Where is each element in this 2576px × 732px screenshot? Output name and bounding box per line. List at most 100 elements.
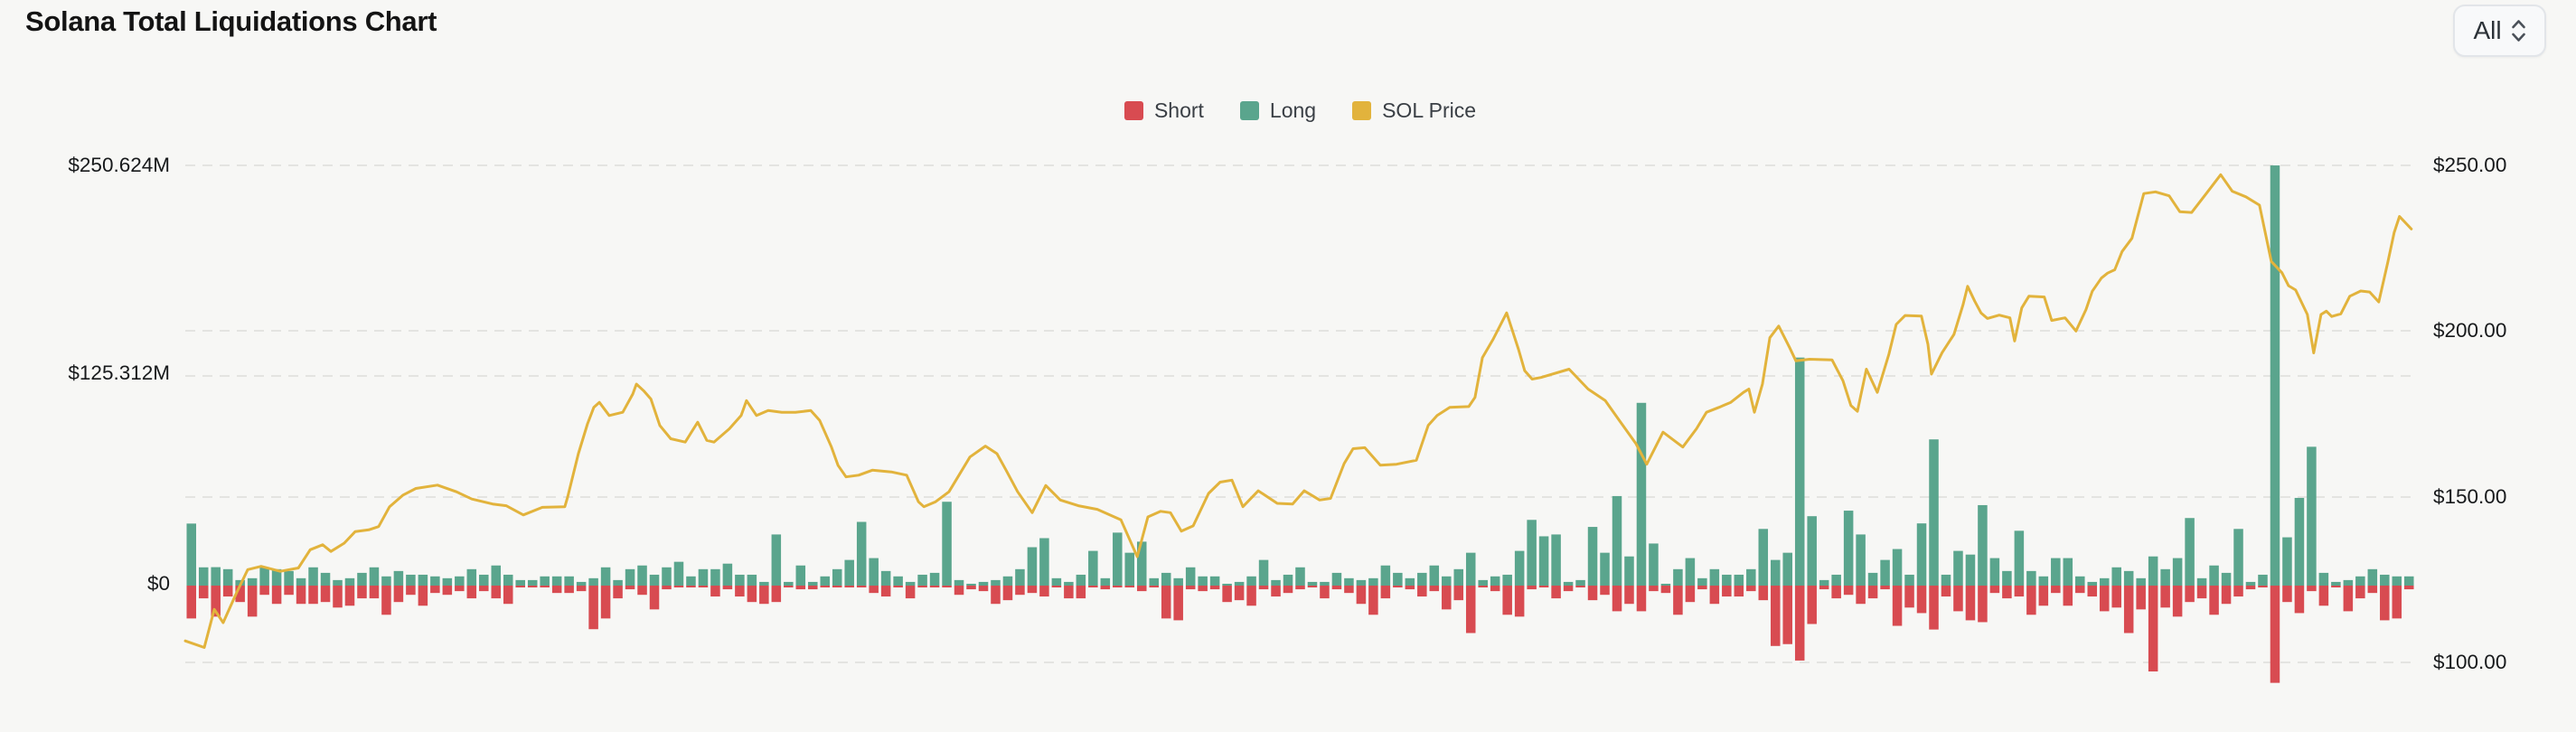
long-bar bbox=[1124, 552, 1135, 586]
up-down-chevron-icon bbox=[2511, 20, 2525, 42]
short-bar bbox=[540, 586, 550, 588]
short-bar bbox=[381, 586, 391, 615]
long-bar bbox=[2172, 558, 2183, 586]
short-bar bbox=[1819, 586, 1829, 590]
short-bar bbox=[1587, 586, 1598, 601]
long-bar bbox=[1904, 574, 1914, 586]
short-bar bbox=[1405, 586, 1415, 590]
short-bar bbox=[333, 586, 343, 608]
time-range-dropdown[interactable]: All bbox=[2453, 5, 2546, 57]
long-bar bbox=[2087, 581, 2098, 586]
long-bar bbox=[2221, 572, 2232, 586]
long-bar bbox=[1027, 547, 1038, 586]
long-bar bbox=[795, 565, 806, 586]
long-bar bbox=[2245, 581, 2256, 586]
short-bar bbox=[2196, 586, 2207, 599]
short-bar bbox=[1380, 586, 1391, 599]
long-bar bbox=[1587, 527, 1598, 586]
long-bar bbox=[308, 567, 318, 586]
long-bar bbox=[381, 576, 391, 586]
long-bar bbox=[1113, 532, 1123, 586]
short-bar bbox=[1027, 586, 1038, 594]
short-bar bbox=[1904, 586, 1914, 608]
short-bar bbox=[1965, 586, 1976, 621]
long-bar bbox=[1734, 574, 1744, 586]
short-bar bbox=[2099, 586, 2110, 612]
long-bar bbox=[1563, 581, 1574, 586]
short-bar bbox=[2380, 586, 2390, 621]
short-bar bbox=[1722, 586, 1732, 597]
short-bar bbox=[808, 586, 818, 590]
legend-item-long[interactable]: Long bbox=[1239, 99, 1316, 123]
short-bar bbox=[698, 586, 709, 588]
long-bar bbox=[2392, 576, 2402, 586]
long-bar bbox=[1198, 576, 1208, 586]
short-bar bbox=[1612, 586, 1622, 612]
short-bar bbox=[2392, 586, 2402, 619]
short-bar bbox=[1697, 586, 1707, 590]
long-bar bbox=[978, 581, 989, 586]
long-bar bbox=[540, 576, 550, 586]
short-bar bbox=[564, 586, 574, 594]
right-axis-tick-250: $250.00 bbox=[2433, 154, 2507, 176]
legend-item-short[interactable]: Short bbox=[1123, 99, 1204, 123]
short-bar bbox=[1076, 586, 1086, 599]
long-bar bbox=[1514, 550, 1525, 586]
short-bar bbox=[2233, 586, 2243, 597]
short-bar bbox=[1344, 586, 1354, 594]
long-bar bbox=[1685, 558, 1696, 586]
short-bar bbox=[1843, 586, 1854, 596]
long-bar bbox=[1331, 572, 1342, 586]
short-bar bbox=[1989, 586, 2000, 594]
short-bar bbox=[1831, 586, 1841, 599]
long-bar bbox=[1015, 568, 1025, 586]
long-bar bbox=[1393, 572, 1403, 586]
short-bar bbox=[1307, 586, 1318, 588]
long-bar bbox=[1039, 538, 1049, 586]
short-bar bbox=[1563, 586, 1574, 592]
short-bar bbox=[2123, 586, 2134, 633]
short-bar bbox=[2172, 586, 2183, 617]
long-bar bbox=[1442, 576, 1452, 586]
short-bar bbox=[1258, 586, 1269, 590]
long-bar bbox=[1417, 572, 1427, 586]
long-bar bbox=[2148, 556, 2158, 586]
short-bar bbox=[551, 586, 562, 594]
long-bar bbox=[1149, 577, 1159, 586]
short-bar bbox=[1064, 586, 1074, 599]
short-bar bbox=[1015, 586, 1025, 596]
long-bar bbox=[710, 568, 720, 586]
short-bar bbox=[406, 586, 416, 596]
short-bar bbox=[1649, 586, 1659, 592]
long-bar bbox=[296, 577, 306, 586]
short-bar bbox=[2002, 586, 2012, 599]
right-axis-tick-150: $150.00 bbox=[2433, 485, 2507, 508]
short-bar bbox=[2307, 586, 2317, 592]
short-bar bbox=[2209, 586, 2219, 615]
long-bar bbox=[2002, 570, 2012, 586]
short-bar bbox=[1953, 586, 1963, 612]
legend-item-sol-price[interactable]: SOL Price bbox=[1352, 99, 1476, 123]
long-bar bbox=[966, 583, 976, 586]
short-bar bbox=[1124, 586, 1135, 588]
long-bar bbox=[2160, 568, 2170, 586]
short-bar bbox=[2075, 586, 2085, 594]
long-bar bbox=[1405, 577, 1415, 586]
long-bar bbox=[357, 572, 367, 586]
short-bar bbox=[1368, 586, 1378, 615]
long-bar bbox=[905, 581, 916, 586]
short-bar bbox=[771, 586, 782, 603]
long-bar bbox=[1453, 568, 1464, 586]
short-bar bbox=[1636, 586, 1647, 612]
short-bar bbox=[393, 586, 404, 603]
short-bar bbox=[1442, 586, 1452, 610]
sol-price-line bbox=[183, 173, 2413, 649]
long-bar bbox=[735, 574, 745, 586]
long-bar bbox=[2123, 570, 2134, 586]
short-bar bbox=[235, 586, 245, 603]
short-bar bbox=[1880, 586, 1890, 590]
short-bar bbox=[1088, 586, 1098, 588]
short-bar bbox=[2087, 586, 2098, 597]
short-bar bbox=[917, 586, 927, 588]
long-bar bbox=[893, 576, 903, 586]
